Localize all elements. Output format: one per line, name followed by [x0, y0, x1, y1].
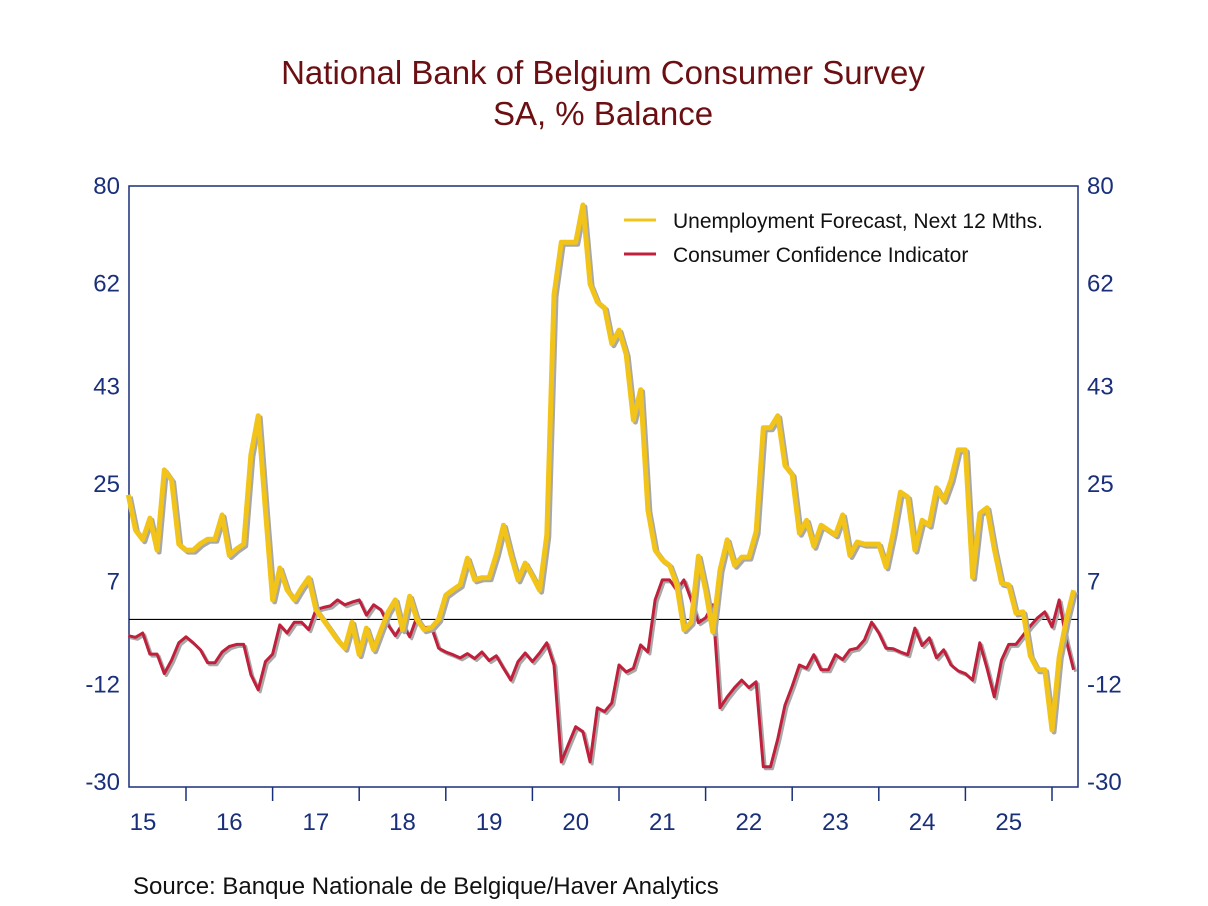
legend-label-unemployment: Unemployment Forecast, Next 12 Mths.	[673, 210, 1043, 233]
legend-label-confidence: Consumer Confidence Indicator	[673, 244, 968, 267]
x-tick-label: 23	[822, 809, 849, 836]
chart-title: National Bank of Belgium Consumer Survey	[281, 54, 925, 91]
plot-frame	[128, 185, 1079, 788]
y-tick-label-right: 80	[1087, 173, 1114, 200]
y-tick-label-right: 62	[1087, 271, 1114, 298]
y-tick-label-left: 43	[93, 373, 120, 400]
y-axis-left: 80 62 43 25 7 -12 -30	[85, 173, 120, 796]
series-line-consumer-confidence	[127, 578, 1076, 769]
x-tick-label: 19	[476, 809, 503, 836]
x-axis: 15 16 17 18 19 20 21 22 23 24 25	[130, 787, 1053, 836]
y-tick-label-right: 25	[1087, 471, 1114, 498]
x-tick-label: 24	[909, 809, 936, 836]
y-tick-label-left: 7	[107, 569, 120, 596]
y-axis-right: 80 62 43 25 7 -12 -30	[1087, 173, 1122, 796]
series-layer	[125, 202, 1079, 771]
source-note: Source: Banque Nationale de Belgique/Hav…	[133, 873, 719, 900]
y-tick-label-left: 62	[93, 271, 120, 298]
chart-subtitle: SA, % Balance	[493, 95, 713, 132]
x-tick-label: 18	[389, 809, 416, 836]
y-tick-label-right: 7	[1087, 569, 1100, 596]
y-tick-label-right: -12	[1087, 671, 1122, 698]
x-tick-label: 20	[562, 809, 589, 836]
series-line-unemployment-forecast	[125, 202, 1077, 733]
series-shadow-1	[129, 580, 1078, 771]
y-tick-label-left: -30	[85, 769, 120, 796]
legend: Unemployment Forecast, Next 12 Mths. Con…	[624, 210, 1043, 267]
y-tick-label-left: 80	[93, 173, 120, 200]
x-tick-label: 22	[736, 809, 763, 836]
y-tick-label-right: 43	[1087, 373, 1114, 400]
x-tick-label: 15	[130, 809, 157, 836]
x-tick-label: 25	[995, 809, 1022, 836]
y-tick-label-right: -30	[1087, 769, 1122, 796]
x-tick-label: 16	[216, 809, 243, 836]
x-tick-label: 21	[649, 809, 676, 836]
y-tick-label-left: -12	[85, 671, 120, 698]
y-tick-label-left: 25	[93, 471, 120, 498]
x-tick-label: 17	[303, 809, 330, 836]
